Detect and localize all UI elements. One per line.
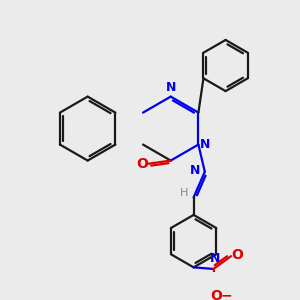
Text: N: N xyxy=(190,164,200,177)
Text: O: O xyxy=(211,289,223,300)
Text: O: O xyxy=(136,157,148,171)
Text: H: H xyxy=(180,188,188,197)
Text: N: N xyxy=(200,138,210,151)
Text: −: − xyxy=(220,289,232,300)
Text: N: N xyxy=(210,252,220,265)
Text: O: O xyxy=(231,248,243,262)
Text: N: N xyxy=(166,81,176,94)
